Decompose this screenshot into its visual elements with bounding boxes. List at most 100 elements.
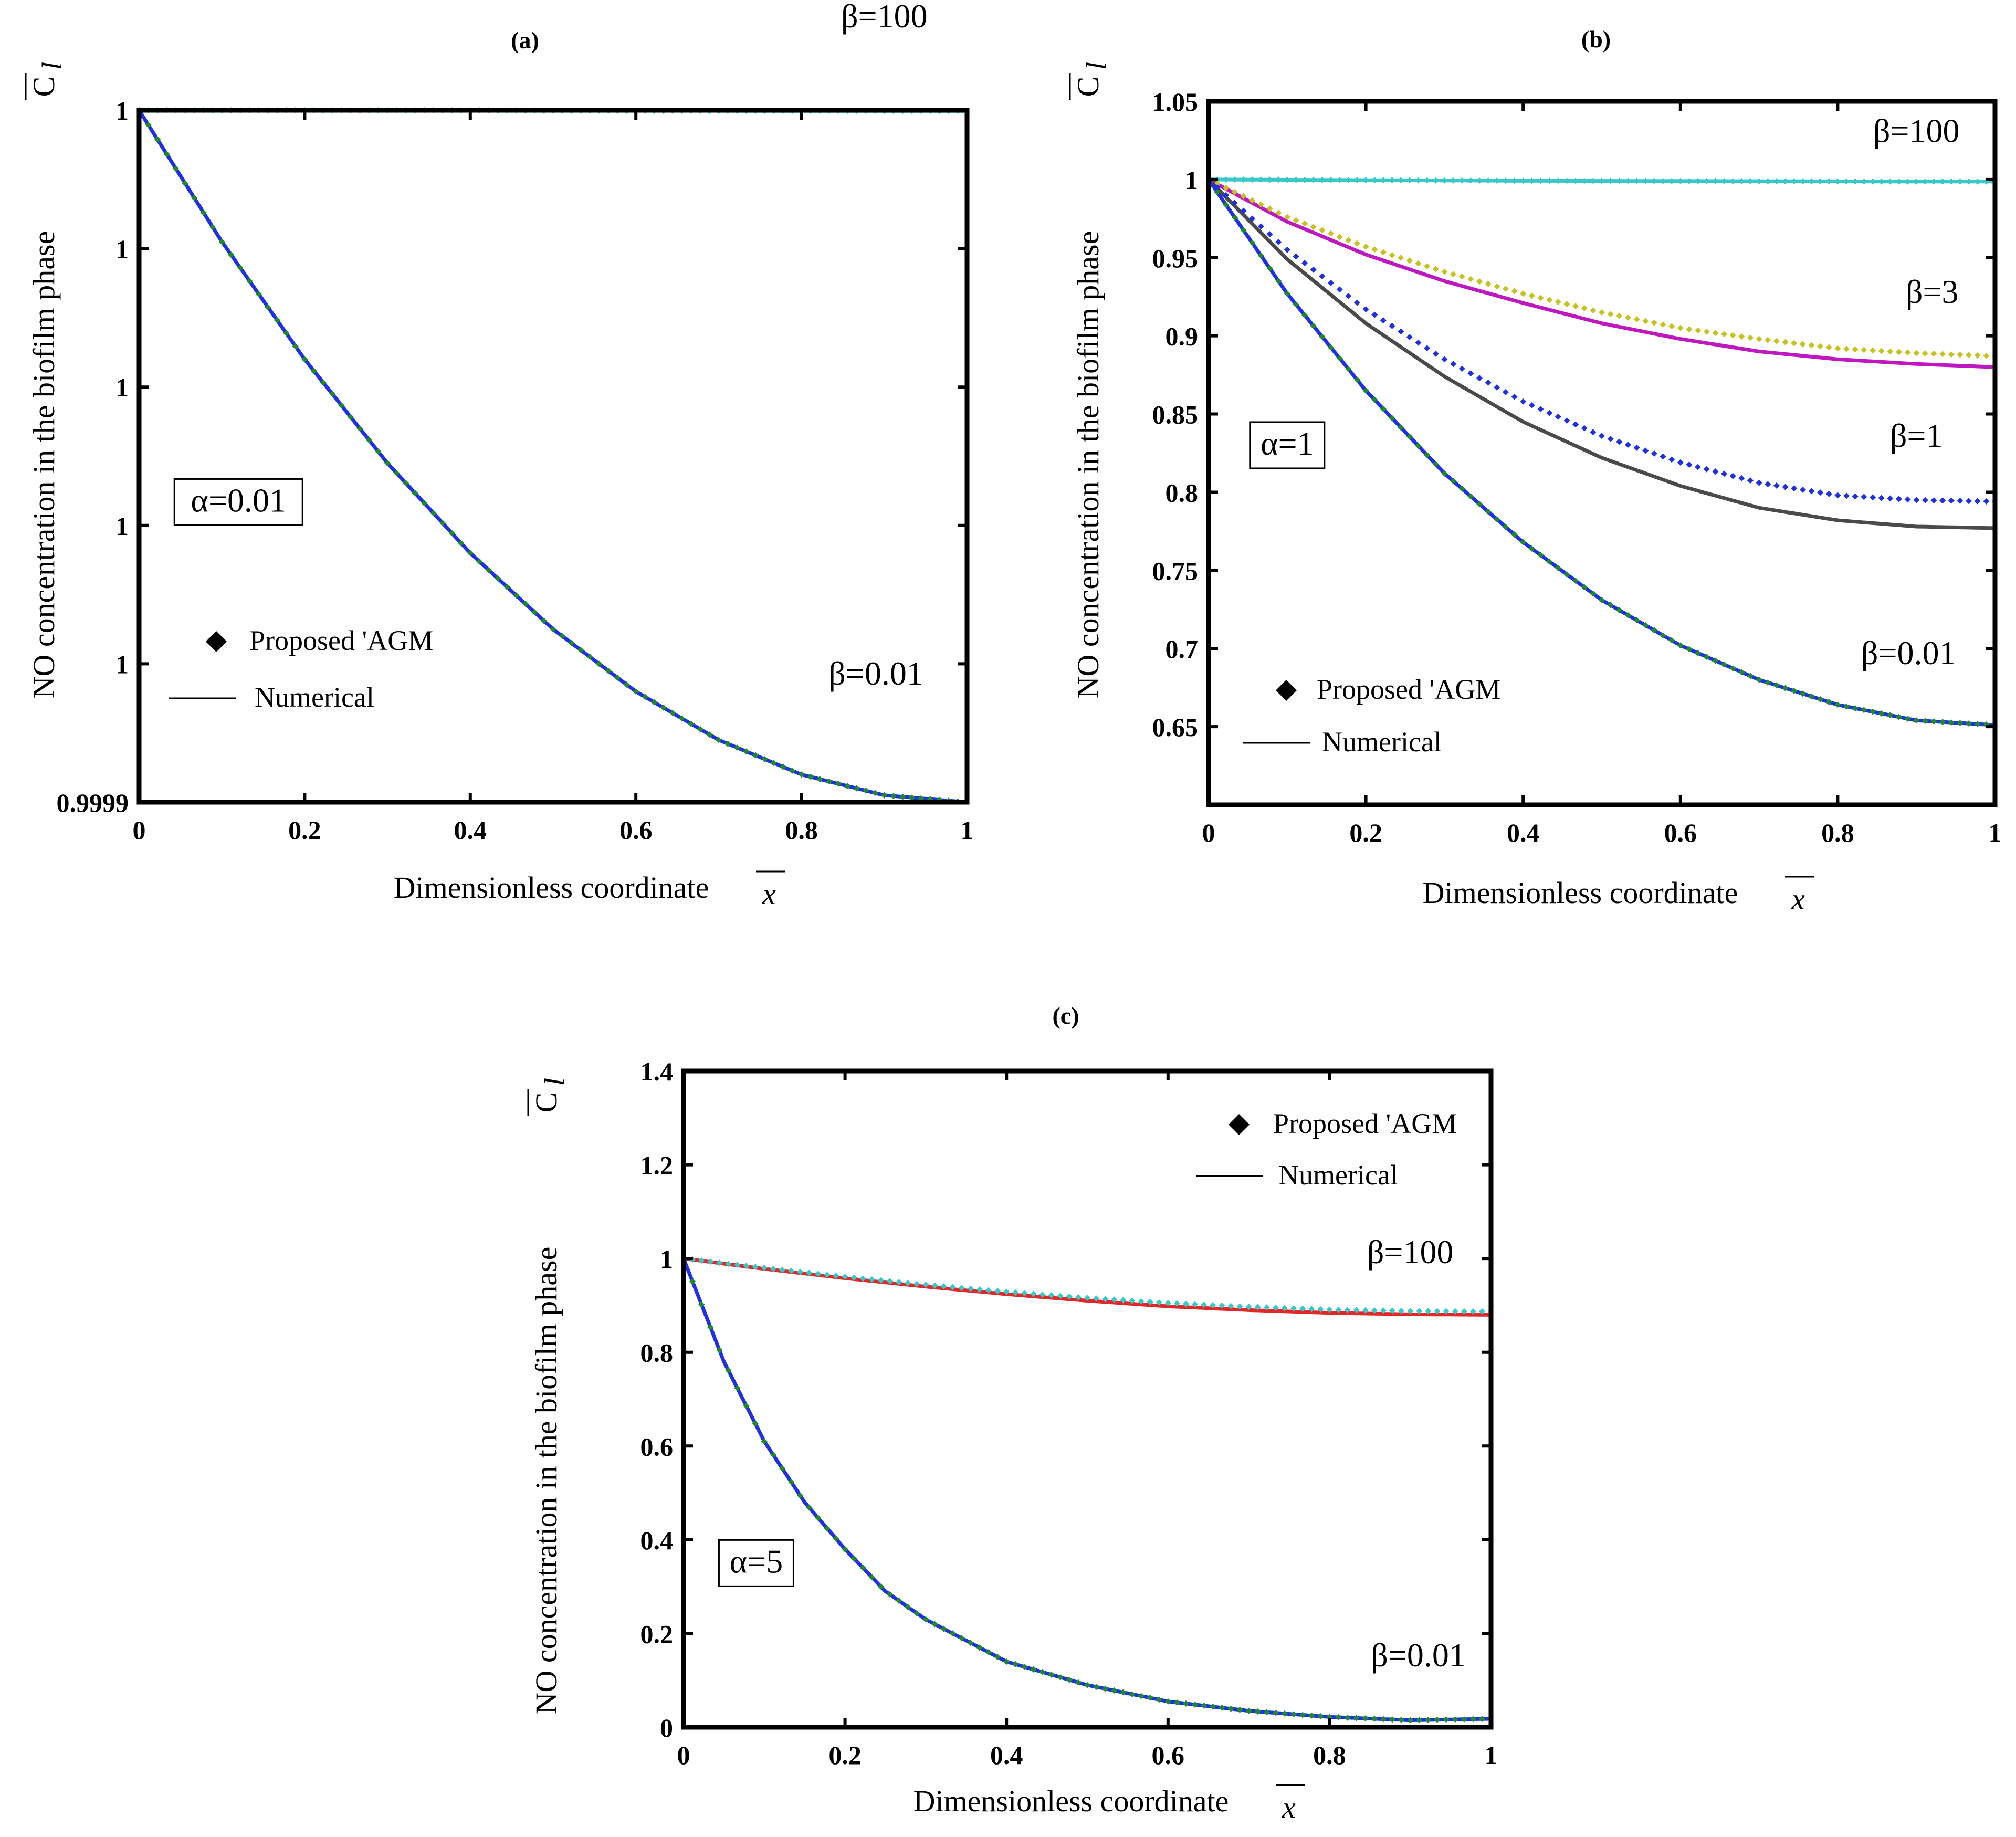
agm-point <box>1353 177 1360 184</box>
agm-point <box>1581 305 1588 312</box>
agm-point <box>403 480 410 487</box>
legend-marker <box>206 631 227 652</box>
agm-point <box>1651 177 1657 184</box>
agm-point <box>1129 1691 1136 1698</box>
agm-point <box>1380 1307 1387 1314</box>
agm-point <box>905 1279 911 1286</box>
y-tick-label: 0.95 <box>1152 244 1199 273</box>
agm-point <box>1266 205 1273 212</box>
agm-point <box>1738 178 1745 185</box>
agm-point <box>815 1515 822 1521</box>
agm-point <box>1336 234 1343 240</box>
agm-point <box>1520 539 1527 545</box>
agm-point <box>1240 193 1247 200</box>
agm-point <box>1502 286 1509 292</box>
agm-point <box>1389 415 1395 422</box>
agm-point <box>1747 673 1754 679</box>
agm-point <box>439 520 446 527</box>
agm-point <box>1182 1700 1189 1707</box>
agm-point <box>1756 479 1762 486</box>
agm-point <box>1957 497 1964 504</box>
agm-point <box>1686 177 1693 184</box>
agm-point <box>1485 177 1492 184</box>
agm-point <box>1469 1716 1476 1723</box>
agm-point <box>513 592 520 599</box>
agm-point <box>1642 622 1649 628</box>
agm-point <box>1966 352 1972 359</box>
x-tick-label: 0 <box>1202 818 1215 847</box>
legend: Proposed 'AGM Numerical <box>169 625 433 713</box>
agm-point <box>1432 350 1439 357</box>
agm-point <box>824 1525 831 1532</box>
agm-point <box>1799 178 1806 185</box>
agm-point <box>1974 721 1981 728</box>
agm-point <box>246 278 253 285</box>
legend-numerical-label: Numerical <box>255 681 374 713</box>
y-tick-label: 1 <box>660 1244 673 1274</box>
agm-point <box>1555 177 1561 184</box>
agm-point <box>1210 1301 1216 1308</box>
agm-point <box>1275 176 1282 183</box>
agm-point <box>1057 1674 1064 1681</box>
agm-point <box>586 654 593 660</box>
agm-point <box>850 1274 857 1281</box>
agm-point <box>348 414 354 421</box>
agm-point <box>1129 1297 1136 1304</box>
agm-point <box>1765 481 1771 488</box>
agm-point <box>1003 1658 1010 1665</box>
agm-point <box>1281 1710 1288 1717</box>
agm-point <box>1581 425 1588 432</box>
agm-point <box>725 1261 732 1267</box>
agm-point <box>815 1271 822 1277</box>
agm-point <box>688 720 695 727</box>
agm-point <box>1048 1671 1055 1678</box>
agm-point <box>1458 485 1465 492</box>
agm-point <box>1817 343 1824 350</box>
agm-point <box>697 726 704 732</box>
panel-title: (c) <box>1052 1002 1079 1029</box>
alpha-box <box>173 478 303 526</box>
agm-point <box>1721 178 1728 185</box>
agm-point <box>1624 314 1631 321</box>
panel-title: (b) <box>1581 26 1611 53</box>
agm-point <box>1458 273 1465 280</box>
agm-point <box>1852 705 1858 712</box>
beta-label: β=100 <box>841 0 928 35</box>
agm-point <box>1878 348 1885 354</box>
agm-point <box>1756 178 1762 185</box>
agm-point <box>1572 177 1579 184</box>
agm-point <box>1219 1704 1225 1711</box>
agm-point <box>1353 299 1360 306</box>
agm-point <box>771 760 778 767</box>
agm-point <box>1712 330 1719 337</box>
agm-point <box>1948 178 1955 185</box>
agm-point <box>1441 470 1448 477</box>
agm-point <box>976 1644 983 1651</box>
agm-point <box>1310 224 1317 230</box>
agm-point <box>1799 690 1806 697</box>
agm-point <box>1425 1717 1432 1724</box>
agm-point <box>301 356 308 363</box>
y-tick-label: 1.05 <box>1152 87 1199 117</box>
agm-point <box>1336 355 1343 362</box>
agm-point <box>1572 578 1579 584</box>
agm-point <box>1677 459 1684 466</box>
agm-point <box>1511 531 1518 538</box>
beta-label: β=100 <box>1873 112 1960 149</box>
agm-point <box>1843 703 1850 710</box>
agm-point <box>1546 410 1553 416</box>
y-tick-label: 1.2 <box>640 1151 674 1180</box>
agm-point <box>1030 1666 1037 1673</box>
agm-point <box>1380 1716 1387 1723</box>
agm-point <box>1930 350 1937 357</box>
agm-point <box>1452 1716 1458 1723</box>
agm-point <box>1948 351 1955 358</box>
agm-point <box>896 1279 902 1286</box>
agm-point <box>605 667 612 674</box>
agm-point <box>976 1286 983 1293</box>
agm-point <box>173 165 180 172</box>
agm-point <box>1406 177 1413 184</box>
agm-point <box>994 1654 1001 1661</box>
agm-point <box>1712 657 1719 664</box>
agm-point <box>1075 1679 1082 1686</box>
